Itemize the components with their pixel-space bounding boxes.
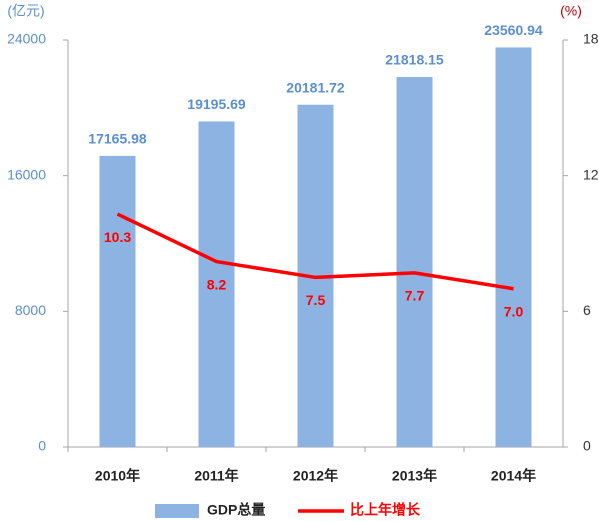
bar-value-label: 21818.15 xyxy=(385,52,444,68)
x-tick-label: 2011年 xyxy=(194,468,238,484)
bar-value-label: 17165.98 xyxy=(88,131,147,147)
bar-value-label: 23560.94 xyxy=(484,22,543,38)
y-tick-label: 8000 xyxy=(15,302,46,318)
line-value-label: 7.7 xyxy=(405,288,425,304)
line-value-label: 7.0 xyxy=(504,303,524,319)
x-tick-label: 2013年 xyxy=(392,468,437,484)
line-value-label: 7.5 xyxy=(306,292,326,308)
y2-tick-label: 6 xyxy=(583,302,591,318)
bar-value-label: 19195.69 xyxy=(187,96,246,112)
bar xyxy=(495,47,532,447)
legend-label: GDP总量 xyxy=(207,502,265,518)
bar xyxy=(198,121,235,448)
bar-value-label: 20181.72 xyxy=(286,79,345,95)
bar xyxy=(99,155,136,447)
line-value-label: 10.3 xyxy=(104,229,131,245)
x-tick-label: 2014年 xyxy=(491,468,536,484)
y-tick-label: 16000 xyxy=(7,166,46,182)
y-tick-label: 24000 xyxy=(7,31,46,47)
legend-label: 比上年增长 xyxy=(350,502,421,518)
x-tick-label: 2010年 xyxy=(95,468,140,484)
x-tick-label: 2012年 xyxy=(293,468,338,484)
y2-tick-label: 0 xyxy=(583,438,591,454)
line-value-label: 8.2 xyxy=(207,276,227,292)
y2-axis-label: (%) xyxy=(560,3,582,19)
legend-swatch xyxy=(155,504,199,518)
y-axis-label: (亿元) xyxy=(7,3,44,19)
y-tick-label: 0 xyxy=(38,438,46,454)
y2-tick-label: 18 xyxy=(583,31,599,47)
bar xyxy=(396,77,433,447)
y2-tick-label: 12 xyxy=(583,166,599,182)
line xyxy=(116,212,514,291)
